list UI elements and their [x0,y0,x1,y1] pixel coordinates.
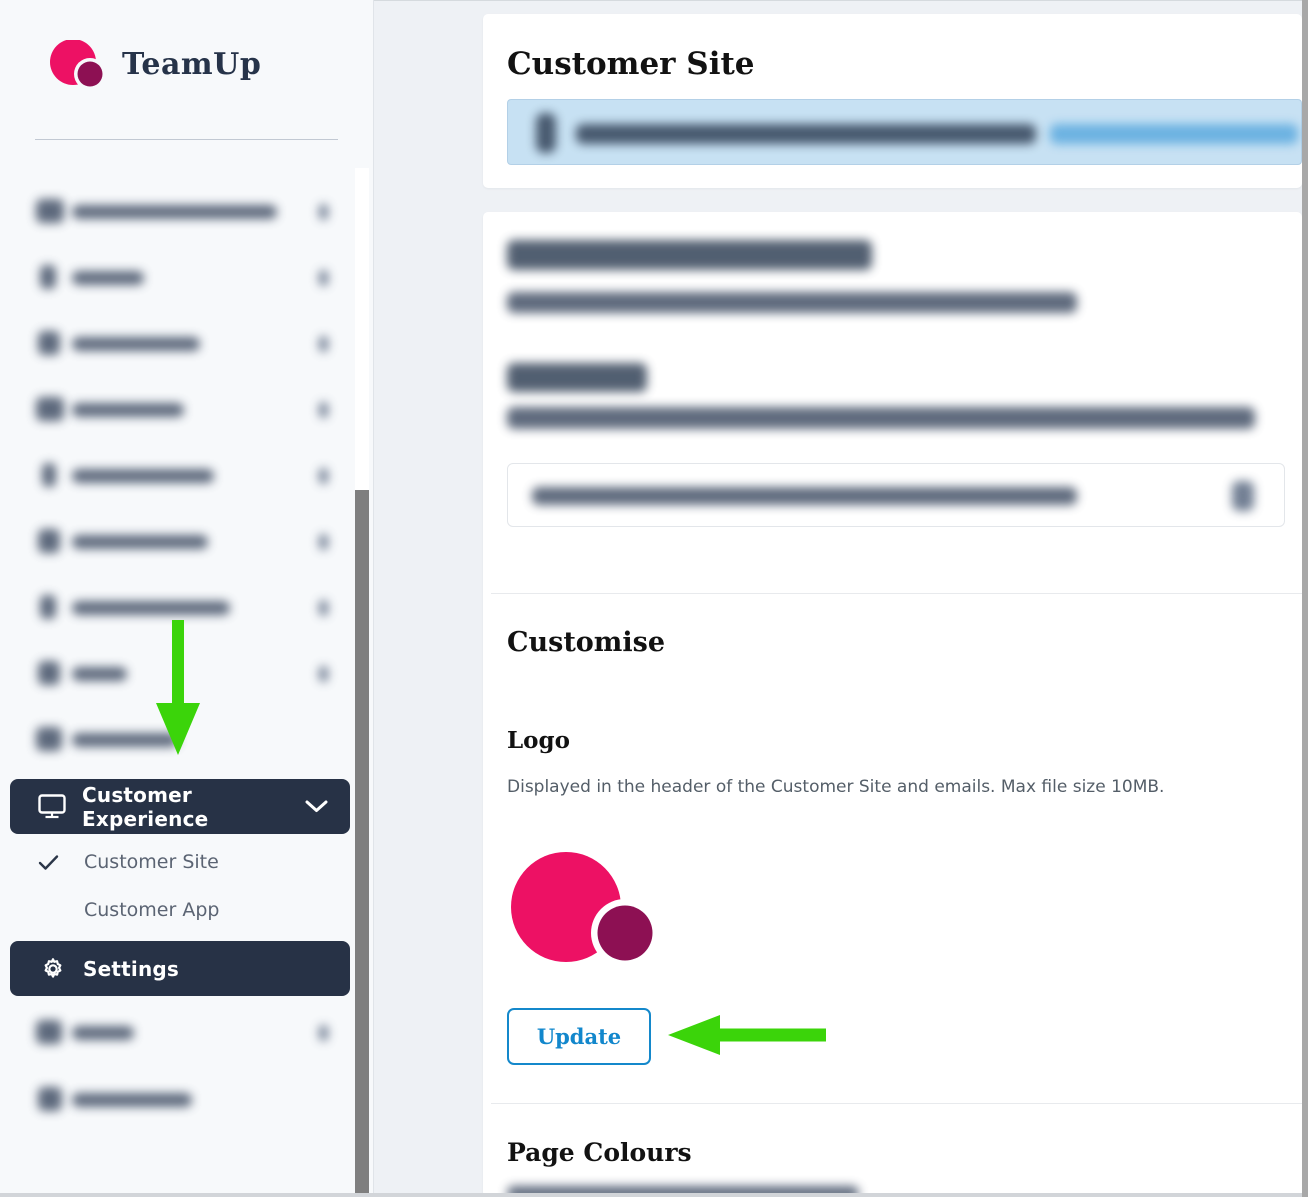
blurred-paragraph [507,292,1077,313]
section-divider [491,1103,1302,1104]
uploaded-logo-image [511,852,661,968]
blurred-label [72,403,184,417]
blurred-banner-link[interactable] [1050,124,1298,144]
sidebar: TeamUp [0,0,374,1197]
info-banner-icon [536,113,556,153]
sidebar-item-blurred[interactable] [0,256,354,300]
sidebar-item-blurred[interactable] [0,190,354,234]
logo-description: Displayed in the header of the Customer … [507,777,1165,797]
sidebar-item-blurred[interactable] [0,1011,354,1055]
sidebar-item-blurred[interactable] [0,322,354,366]
brand[interactable]: TeamUp [48,40,261,88]
blurred-icon [40,265,56,289]
blurred-icon [36,1020,62,1044]
chevron-right-icon [319,402,328,418]
check-icon [38,854,59,871]
logo-heading: Logo [507,727,570,754]
sidebar-item-blurred[interactable] [0,1078,354,1122]
blurred-label [72,601,230,615]
sidebar-item-blurred[interactable] [0,586,354,630]
gear-icon [40,956,66,982]
blurred-section-heading [507,240,872,270]
chevron-right-icon [319,666,328,682]
sidebar-subitem-customer-site[interactable]: Customer Site [0,840,354,884]
blurred-icon [42,463,56,487]
page-title: Customer Site [507,46,755,82]
section-divider [491,593,1302,594]
sidebar-item-blurred[interactable] [0,388,354,432]
chevron-right-icon [319,600,328,616]
blurred-paragraph [507,407,1255,429]
main-content: Customer Site Customise Logo Displayed [375,0,1310,1197]
chevron-right-icon [319,204,328,220]
chevron-right-icon [319,468,328,484]
blurred-label [72,535,208,549]
blurred-banner-text [576,124,1036,144]
customer-site-settings-card: Customise Logo Displayed in the header o… [483,212,1302,1197]
chevron-right-icon [319,270,328,286]
blurred-label [72,205,277,219]
teamup-logo-icon [48,40,104,88]
blurred-icon [36,397,64,421]
customer-experience-label: Customer Experience [82,782,209,831]
window-scrollbar[interactable] [1302,0,1308,1197]
blurred-label [72,469,214,483]
chevron-right-icon [319,534,328,550]
green-left-arrow-annotation [668,1013,826,1057]
monitor-icon [38,794,66,819]
sidebar-item-blurred[interactable] [0,454,354,498]
blurred-icon [38,661,60,685]
blurred-subheading [507,363,647,392]
subitem-label: Customer Site [84,851,219,873]
update-logo-button[interactable]: Update [507,1008,651,1065]
blurred-label [72,1093,192,1107]
blurred-icon [38,1087,62,1111]
sidebar-item-blurred[interactable] [0,520,354,564]
green-down-arrow-annotation [156,620,200,755]
blurred-icon [38,331,60,355]
sidebar-item-customer-experience[interactable]: Customer Experience [10,779,350,834]
blurred-label [72,1026,134,1040]
settings-label: Settings [83,956,180,981]
page-colours-heading: Page Colours [507,1138,692,1167]
copy-icon[interactable] [1232,481,1254,511]
blurred-icon [36,199,64,223]
customer-site-header-card: Customer Site [483,14,1302,188]
info-banner [507,99,1302,165]
sidebar-item-settings[interactable]: Settings [10,941,350,996]
sidebar-item-blurred[interactable] [0,652,354,696]
sidebar-scrollbar-thumb[interactable] [355,490,369,1193]
blurred-label [72,667,127,681]
chevron-down-icon [305,800,328,813]
customer-site-url-field[interactable] [507,463,1285,527]
customise-heading: Customise [507,627,666,658]
blurred-icon [38,529,60,553]
blurred-label [72,271,144,285]
blurred-label [72,733,178,747]
blurred-url-text [532,487,1077,505]
window-edge [1308,0,1310,1197]
window-bottom-edge [0,1193,1310,1197]
blurred-paragraph [507,1186,859,1197]
blurred-label [72,337,200,351]
blurred-icon [40,595,56,619]
chevron-right-icon [319,1025,328,1041]
sidebar-subitem-customer-app[interactable]: Customer App [0,888,354,932]
sidebar-divider [35,139,338,140]
subitem-label: Customer App [84,899,220,921]
sidebar-item-blurred[interactable] [0,718,354,762]
chevron-right-icon [319,336,328,352]
blurred-icon [36,727,62,751]
brand-name: TeamUp [122,46,262,82]
